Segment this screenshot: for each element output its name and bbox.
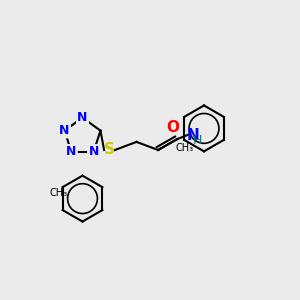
Text: O: O — [167, 119, 179, 134]
Text: N: N — [66, 145, 76, 158]
Text: CH₃: CH₃ — [175, 143, 193, 153]
Text: N: N — [77, 111, 88, 124]
Text: N: N — [88, 145, 99, 158]
Text: CH₃: CH₃ — [49, 188, 67, 198]
Text: N: N — [59, 124, 70, 137]
Text: N: N — [187, 128, 200, 142]
Text: H: H — [193, 134, 202, 147]
Text: S: S — [104, 142, 115, 158]
